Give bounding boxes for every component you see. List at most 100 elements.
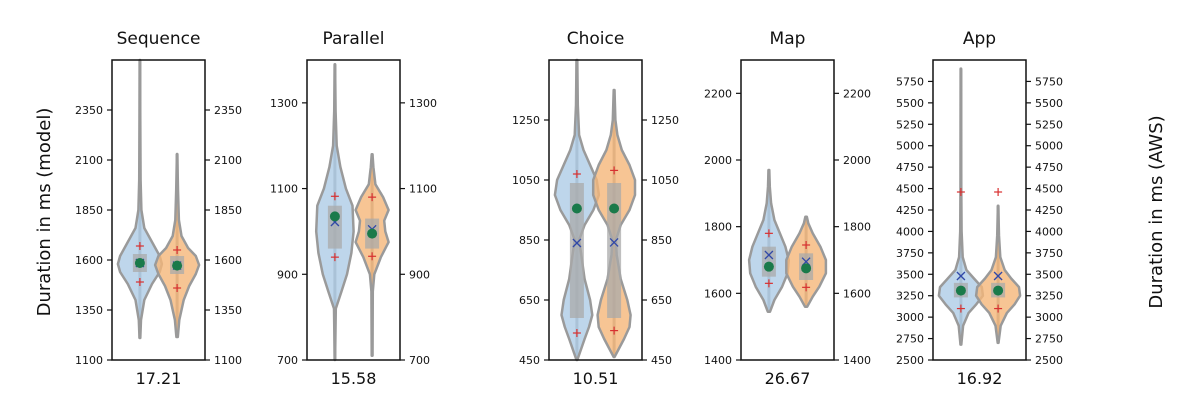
- tick-850: 850 850: [519, 234, 672, 247]
- right-tick-label: 1100: [409, 183, 437, 196]
- sequence-model-p-high-marker: [135, 242, 144, 250]
- app-model-median-dot: [955, 285, 966, 296]
- right-tick-label: 5000: [1035, 140, 1063, 153]
- panel-score: 26.67: [765, 369, 811, 388]
- tick-1350: 1350 1350: [75, 304, 242, 317]
- right-tick-label: 1800: [843, 221, 871, 234]
- panel-frame: [932, 59, 1027, 361]
- choice-aws-p-low-marker: [610, 326, 619, 335]
- right-tick-label: 2350: [214, 104, 242, 117]
- left-tick-label: 1100: [270, 183, 298, 196]
- choice-model-p-low-marker: [572, 329, 581, 337]
- tick-1250: 1250 1250: [512, 114, 679, 127]
- right-tick-label: 1350: [214, 304, 242, 317]
- panel-frame: [740, 59, 835, 361]
- right-tick-label: 3000: [1035, 311, 1063, 324]
- app-model-mean-marker: [956, 271, 966, 281]
- app-model-p-high-marker: [956, 188, 965, 196]
- tick-4500: 4500 4500: [896, 183, 1063, 196]
- left-tick-label: 5750: [896, 75, 924, 88]
- right-tick-label: 4500: [1035, 183, 1063, 196]
- sequence-model-median-dot: [134, 258, 145, 268]
- app-model-p-low-marker: [956, 304, 965, 313]
- tick-5750: 5750 5750: [896, 75, 1063, 88]
- choice-aws-iqr-box: [607, 183, 622, 318]
- panel-title: App: [963, 29, 996, 49]
- left-tick-label: 4750: [896, 161, 924, 174]
- tick-700: 700 700: [277, 354, 430, 367]
- right-tick-label: 2500: [1035, 354, 1063, 367]
- app-model-violin: [937, 67, 985, 346]
- tick-2500: 2500 2500: [896, 354, 1063, 367]
- left-tick-label: 5500: [896, 97, 924, 110]
- panel-choice: 450 450 650 650 850 850 1050 1050 1250 1250 Choice…: [512, 29, 679, 388]
- left-tick-label: 1100: [75, 354, 103, 367]
- left-tick-label: 850: [519, 234, 540, 247]
- tick-3500: 3500 3500: [896, 268, 1063, 281]
- left-tick-label: 450: [519, 354, 540, 367]
- right-tick-label: 1400: [843, 354, 871, 367]
- tick-900: 900 900: [277, 268, 430, 281]
- right-tick-label: 4750: [1035, 161, 1063, 174]
- map-aws-median-dot: [801, 263, 812, 274]
- tick-3750: 3750 3750: [896, 247, 1063, 260]
- right-tick-label: 1850: [214, 204, 242, 217]
- tick-5500: 5500 5500: [896, 97, 1063, 110]
- parallel-model-median-dot: [329, 211, 340, 222]
- panel-title: Sequence: [117, 29, 201, 49]
- left-tick-label: 5000: [896, 140, 924, 153]
- right-tick-label: 700: [409, 354, 430, 367]
- parallel-model-p-low-marker: [330, 253, 339, 262]
- right-tick-label: 3750: [1035, 247, 1063, 260]
- left-tick-label: 1400: [704, 354, 732, 367]
- right-tick-label: 450: [651, 354, 672, 367]
- map-aws-p-low-marker: [802, 283, 811, 292]
- tick-1600: 1600 1600: [75, 254, 242, 267]
- tick-1100: 1100 1100: [75, 354, 242, 367]
- left-tick-label: 2500: [896, 354, 924, 367]
- right-tick-label: 4000: [1035, 225, 1063, 238]
- right-tick-label: 2000: [843, 154, 871, 167]
- right-tick-label: 900: [409, 268, 430, 281]
- tick-450: 450 450: [519, 354, 672, 367]
- map-model-p-high-marker: [764, 229, 773, 238]
- panel-score: 16.92: [957, 369, 1003, 388]
- panel-score: 15.58: [331, 369, 377, 388]
- right-tick-label: 5750: [1035, 75, 1063, 88]
- left-tick-label: 3750: [896, 247, 924, 260]
- left-tick-label: 1300: [270, 97, 298, 110]
- parallel-aws-median-dot: [367, 228, 378, 239]
- panel-frame: [306, 59, 401, 361]
- left-tick-label: 2100: [75, 154, 103, 167]
- right-tick-label: 2200: [843, 87, 871, 100]
- app-aws-mean-marker: [993, 271, 1003, 281]
- left-tick-label: 2000: [704, 154, 732, 167]
- left-tick-label: 3500: [896, 268, 924, 281]
- left-tick-label: 1800: [704, 221, 732, 234]
- left-tick-label: 3250: [896, 290, 924, 303]
- tick-4250: 4250 4250: [896, 204, 1063, 217]
- panel-parallel: 700 700 900 900 1100 1100 1300 1300 Parallel 15.5…: [270, 29, 437, 388]
- choice-model-median-dot: [571, 203, 582, 214]
- sequence-aws-violin: [153, 152, 201, 339]
- sequence-aws-p-low-marker: [173, 284, 182, 292]
- tick-3000: 3000 3000: [896, 311, 1063, 324]
- right-tick-label: 3500: [1035, 268, 1063, 281]
- left-y-axis-label: Duration in ms (model): [34, 108, 55, 317]
- tick-2350: 2350 2350: [75, 104, 242, 117]
- left-tick-label: 900: [277, 268, 298, 281]
- sequence-model-violin: [116, 58, 164, 340]
- map-aws-p-high-marker: [802, 241, 811, 249]
- sequence-aws-p-high-marker: [173, 246, 182, 254]
- app-aws-p-high-marker: [994, 188, 1003, 196]
- panel-frame: [548, 59, 643, 361]
- tick-650: 650 650: [519, 294, 672, 307]
- right-tick-label: 2750: [1035, 333, 1063, 346]
- choice-aws-median-dot: [609, 203, 620, 214]
- left-tick-label: 1600: [704, 287, 732, 300]
- map-model-violin: [747, 168, 790, 313]
